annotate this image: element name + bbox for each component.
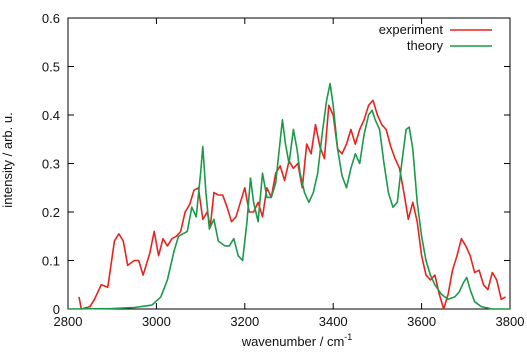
series-lines [67, 82, 510, 310]
x-tick-label: 3800 [496, 314, 525, 329]
series-line-theory [67, 82, 510, 310]
y-tick-label: 0.6 [42, 11, 60, 26]
y-tick-label: 0.1 [42, 254, 60, 269]
legend-label-experiment: experiment [379, 22, 444, 37]
series-line-experiment [78, 99, 506, 310]
legend-label-theory: theory [407, 38, 444, 53]
x-tick-label: 3000 [142, 314, 171, 329]
x-tick-label: 3400 [319, 314, 348, 329]
x-tick-label: 3600 [407, 314, 436, 329]
x-axis-label-superscript: -1 [344, 332, 352, 342]
y-tick-label: 0.2 [42, 205, 60, 220]
axes: 2800 3000 3200 3400 3600 3800 0 0.1 0.2 0.3 0.4 0.5… [42, 11, 525, 329]
x-axis-label: wavenumber / cm-1 [241, 332, 353, 349]
y-tick-label: 0.4 [42, 108, 60, 123]
x-axis-label-text: wavenumber / cm [241, 334, 345, 349]
y-tick-label: 0.5 [42, 60, 60, 75]
x-tick-label: 3200 [230, 314, 259, 329]
y-tick-label: 0 [53, 302, 60, 317]
x-tick-label: 2800 [54, 314, 83, 329]
y-tick-label: 0.3 [42, 157, 60, 172]
y-axis-label: intensity / arb. u. [0, 112, 15, 207]
